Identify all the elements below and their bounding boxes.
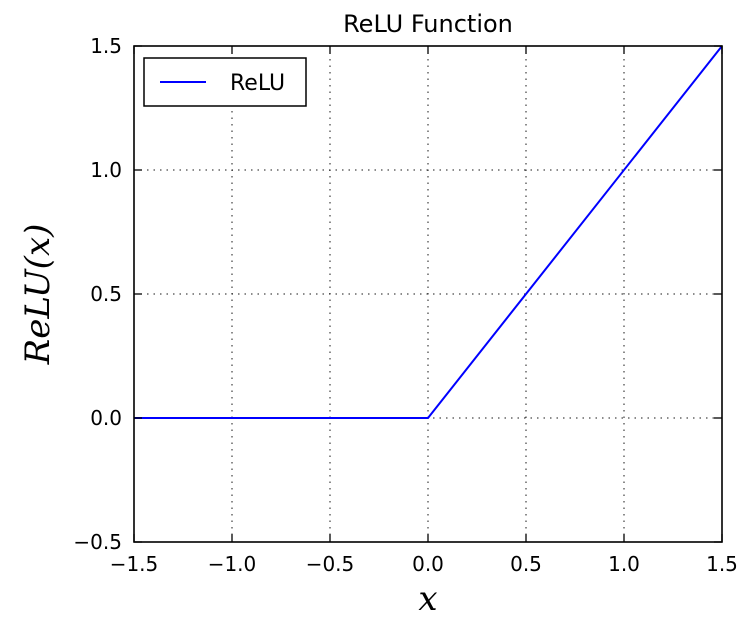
y-tick-label: 0.0: [90, 406, 122, 430]
series-layer: [134, 45, 723, 419]
y-axis-label: ReLU(x): [18, 224, 58, 366]
x-tick-label: −1.0: [208, 552, 257, 576]
x-tick-label: −0.5: [306, 552, 355, 576]
y-tick-label: 1.5: [90, 34, 122, 58]
x-tick-label: 0.0: [412, 552, 444, 576]
chart-title: ReLU Function: [343, 10, 513, 38]
x-tick-label: 0.5: [510, 552, 542, 576]
x-tick-label: 1.0: [608, 552, 640, 576]
y-tick-label: 1.0: [90, 158, 122, 182]
x-tick-label: 1.5: [706, 552, 738, 576]
plot-area: −1.5 −1.0 −0.5 0.0 0.5 1.0 1.5 −0.5 0.0 0.5 1.0 1.5…: [73, 34, 737, 576]
y-tick-label: 0.5: [90, 282, 122, 306]
legend-label: ReLU: [230, 71, 285, 96]
axis-ticks: −1.5 −1.0 −0.5 0.0 0.5 1.0 1.5 −0.5 0.0 0.5 1.0 1.5: [73, 34, 737, 576]
y-tick-label: −0.5: [73, 530, 122, 554]
x-axis-label: x: [418, 579, 437, 619]
series-line-relu: [134, 45, 723, 419]
x-tick-label: −1.5: [110, 552, 159, 576]
legend: ReLU: [143, 57, 307, 107]
